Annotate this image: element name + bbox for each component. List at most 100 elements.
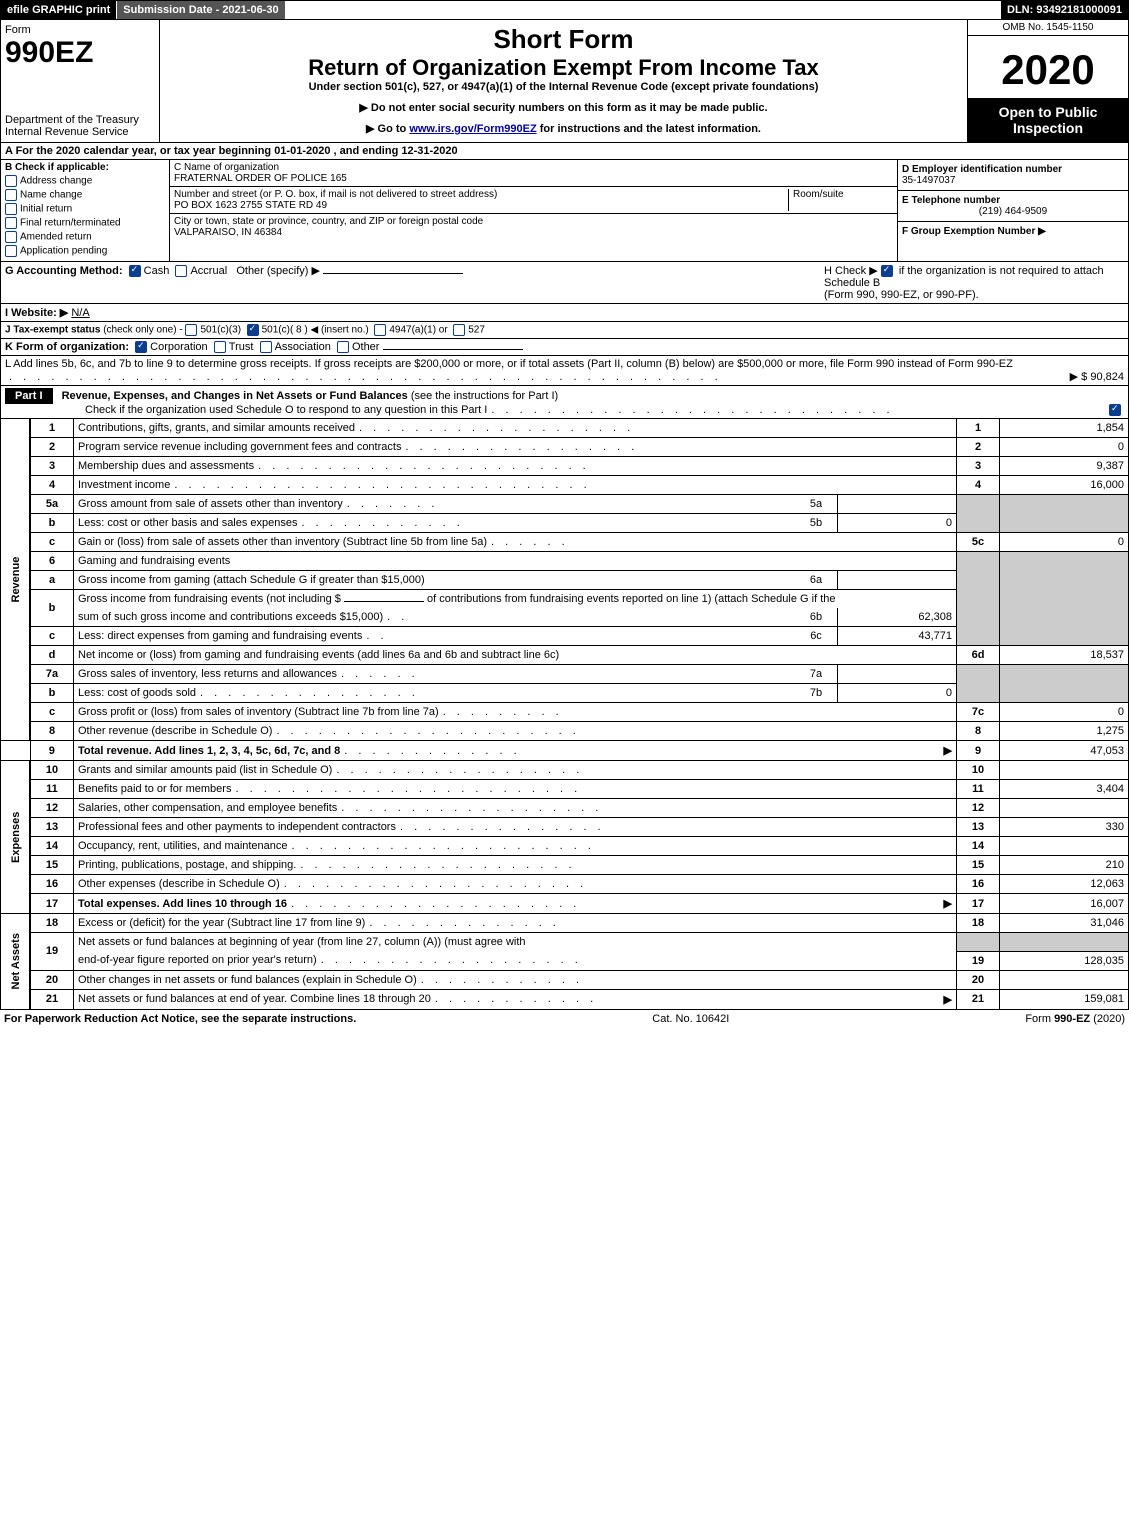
accrual-label: Accrual xyxy=(190,265,227,277)
initial-return-checkbox[interactable] xyxy=(5,203,17,215)
name-change-label: Name change xyxy=(20,190,82,201)
dept-label: Department of the Treasury xyxy=(5,114,155,126)
section-j: J Tax-exempt status (check only one) - 5… xyxy=(0,322,1129,339)
section-l: L Add lines 5b, 6c, and 7b to line 9 to … xyxy=(0,356,1129,386)
irs-link[interactable]: www.irs.gov/Form990EZ xyxy=(409,123,536,135)
ein-value: 35-1497037 xyxy=(902,175,1124,186)
goto-instruction: ▶ Go to www.irs.gov/Form990EZ for instru… xyxy=(164,122,963,135)
line-5c-value: 0 xyxy=(1000,533,1129,552)
line-1-value: 1,854 xyxy=(1000,419,1129,438)
line-5a-value xyxy=(838,495,957,514)
ein-label: D Employer identification number xyxy=(902,164,1124,175)
part-i-header: Part I Revenue, Expenses, and Changes in… xyxy=(0,386,1129,419)
org-name: FRATERNAL ORDER OF POLICE 165 xyxy=(174,173,893,184)
address-change-checkbox[interactable] xyxy=(5,175,17,187)
line-17-value: 16,007 xyxy=(1000,894,1129,914)
final-return-label: Final return/terminated xyxy=(20,218,121,229)
other-method-label: Other (specify) ▶ xyxy=(236,265,320,277)
room-suite-label: Room/suite xyxy=(788,189,893,211)
part-i-table: Revenue 1 Contributions, gifts, grants, … xyxy=(0,419,1129,1010)
omb-number: OMB No. 1545-1150 xyxy=(968,20,1128,36)
corporation-checkbox[interactable] xyxy=(135,341,147,353)
section-k: K Form of organization: Corporation Trus… xyxy=(0,339,1129,356)
irs-label: Internal Revenue Service xyxy=(5,126,155,138)
expenses-side-label: Expenses xyxy=(1,761,31,914)
address-change-label: Address change xyxy=(20,176,92,187)
open-to-public: Open to Public Inspection xyxy=(968,98,1128,142)
form-header-right: OMB No. 1545-1150 2020 Open to Public In… xyxy=(967,20,1128,142)
org-name-label: C Name of organization xyxy=(174,162,893,173)
cash-checkbox[interactable] xyxy=(129,265,141,277)
line-4-value: 16,000 xyxy=(1000,476,1129,495)
line-21-value: 159,081 xyxy=(1000,989,1129,1009)
schedule-b-checkbox[interactable] xyxy=(881,265,893,277)
line-7c-value: 0 xyxy=(1000,703,1129,722)
line-6c-value: 43,771 xyxy=(838,627,957,646)
line-16-value: 12,063 xyxy=(1000,875,1129,894)
name-change-checkbox[interactable] xyxy=(5,189,17,201)
dln-label: DLN: 93492181000091 xyxy=(1001,1,1128,19)
501c-checkbox[interactable] xyxy=(247,324,259,336)
trust-checkbox[interactable] xyxy=(214,341,226,353)
submission-date-label: Submission Date - 2021-06-30 xyxy=(116,1,285,19)
line-19-value: 128,035 xyxy=(1000,951,1129,970)
application-pending-checkbox[interactable] xyxy=(5,245,17,257)
527-checkbox[interactable] xyxy=(453,324,465,336)
line-2-value: 0 xyxy=(1000,438,1129,457)
application-pending-label: Application pending xyxy=(20,246,107,257)
section-i: I Website: ▶ N/A xyxy=(0,304,1129,322)
accrual-checkbox[interactable] xyxy=(175,265,187,277)
section-b-label: B Check if applicable: xyxy=(5,162,165,173)
tax-year: 2020 xyxy=(968,36,1128,98)
amended-return-label: Amended return xyxy=(20,232,92,243)
initial-return-label: Initial return xyxy=(20,204,72,215)
line-9-value: 47,053 xyxy=(1000,741,1129,761)
line-14-value xyxy=(1000,837,1129,856)
website-label: I Website: ▶ xyxy=(5,307,68,319)
form-number: 990EZ xyxy=(5,36,155,70)
schedule-o-text: Check if the organization used Schedule … xyxy=(85,404,487,416)
amended-return-checkbox[interactable] xyxy=(5,231,17,243)
gross-receipts-value: ▶ $ 90,824 xyxy=(1070,370,1124,383)
short-form-title: Short Form xyxy=(164,24,963,55)
efile-print-button[interactable]: efile GRAPHIC print xyxy=(1,1,116,19)
paperwork-notice: For Paperwork Reduction Act Notice, see … xyxy=(4,1013,356,1025)
line-6d-value: 18,537 xyxy=(1000,646,1129,665)
final-return-checkbox[interactable] xyxy=(5,217,17,229)
line-5b-value: 0 xyxy=(838,514,957,533)
net-assets-side-label: Net Assets xyxy=(1,914,31,1010)
under-section: Under section 501(c), 527, or 4947(a)(1)… xyxy=(164,81,963,93)
section-h: H Check ▶ if the organization is not req… xyxy=(824,264,1124,301)
city-label: City or town, state or province, country… xyxy=(174,216,893,227)
city-value: VALPARAISO, IN 46384 xyxy=(174,227,893,238)
501c3-checkbox[interactable] xyxy=(185,324,197,336)
4947-checkbox[interactable] xyxy=(374,324,386,336)
revenue-side-label: Revenue xyxy=(1,419,31,741)
line-10-value xyxy=(1000,761,1129,780)
line-15-value: 210 xyxy=(1000,856,1129,875)
no-ssn-instruction: ▶ Do not enter social security numbers o… xyxy=(164,101,963,114)
line-12-value xyxy=(1000,799,1129,818)
line-6a-value xyxy=(838,571,957,590)
schedule-o-checkbox[interactable] xyxy=(1109,404,1121,416)
section-a: A For the 2020 calendar year, or tax yea… xyxy=(0,143,1129,160)
tax-exempt-label: J Tax-exempt status xyxy=(5,325,100,336)
info-grid: B Check if applicable: Address change Na… xyxy=(0,160,1129,262)
line-7a-value xyxy=(838,665,957,684)
association-checkbox[interactable] xyxy=(260,341,272,353)
form-header-left: Form 990EZ Department of the Treasury In… xyxy=(1,20,160,142)
cat-no: Cat. No. 10642I xyxy=(652,1013,729,1025)
form-org-label: K Form of organization: xyxy=(5,341,129,353)
section-c: C Name of organization FRATERNAL ORDER O… xyxy=(170,160,897,261)
cash-label: Cash xyxy=(144,265,170,277)
form-ref: Form 990-EZ (2020) xyxy=(1025,1013,1125,1025)
line-7b-value: 0 xyxy=(838,684,957,703)
section-l-text: L Add lines 5b, 6c, and 7b to line 9 to … xyxy=(5,358,1013,370)
line-3-value: 9,387 xyxy=(1000,457,1129,476)
spacer xyxy=(286,1,1001,19)
other-org-checkbox[interactable] xyxy=(337,341,349,353)
top-bar: efile GRAPHIC print Submission Date - 20… xyxy=(0,0,1129,20)
page-footer: For Paperwork Reduction Act Notice, see … xyxy=(0,1010,1129,1028)
line-11-value: 3,404 xyxy=(1000,780,1129,799)
line-20-value xyxy=(1000,970,1129,989)
